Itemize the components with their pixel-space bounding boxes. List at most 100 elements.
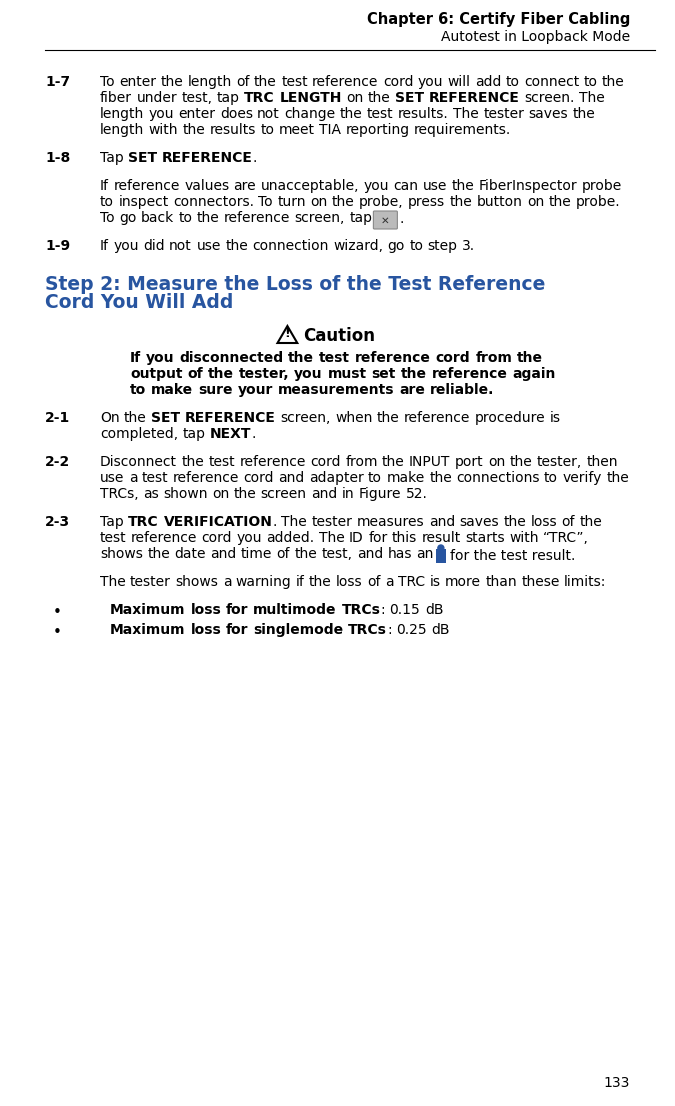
Text: reference: reference	[131, 531, 197, 545]
Text: not: not	[169, 239, 192, 253]
Text: cord: cord	[383, 75, 413, 88]
Text: The: The	[319, 531, 345, 545]
Text: to: to	[100, 195, 114, 209]
Text: SET: SET	[128, 152, 157, 165]
Text: must: must	[327, 367, 367, 380]
Text: for: for	[226, 623, 248, 637]
Text: probe: probe	[582, 179, 622, 194]
Text: of: of	[236, 75, 250, 88]
Text: TRC: TRC	[244, 91, 275, 105]
Text: make: make	[151, 383, 193, 397]
Text: the: the	[254, 75, 277, 88]
Text: in: in	[342, 487, 354, 501]
Text: the: the	[196, 211, 219, 225]
Text: the: the	[182, 455, 204, 469]
Text: from: from	[345, 455, 377, 469]
Text: again: again	[512, 367, 556, 380]
Text: enter: enter	[119, 75, 156, 88]
Text: if: if	[296, 575, 304, 589]
Text: length: length	[100, 107, 144, 121]
Text: the: the	[208, 367, 234, 380]
Text: connections: connections	[456, 471, 540, 486]
Text: is: is	[549, 411, 561, 425]
Text: 52.: 52.	[406, 487, 427, 501]
Text: turn: turn	[277, 195, 306, 209]
Text: :: :	[381, 603, 385, 617]
Text: the: the	[452, 179, 475, 194]
Text: the: the	[517, 351, 543, 365]
Text: time: time	[241, 547, 272, 561]
Text: reference: reference	[404, 411, 470, 425]
Text: and: and	[311, 487, 338, 501]
Text: reliable.: reliable.	[430, 383, 494, 397]
Text: tester,: tester,	[537, 455, 582, 469]
Text: Chapter 6: Certify Fiber Cabling: Chapter 6: Certify Fiber Cabling	[367, 12, 630, 27]
Text: test: test	[367, 107, 394, 121]
Text: .: .	[251, 427, 256, 441]
Text: and: and	[278, 471, 304, 486]
Text: you: you	[364, 179, 389, 194]
Text: length: length	[188, 75, 232, 88]
Text: dB: dB	[425, 603, 443, 617]
Text: VERIFICATION: VERIFICATION	[163, 515, 273, 529]
Text: 0.15: 0.15	[389, 603, 421, 617]
Text: REFERENCE: REFERENCE	[185, 411, 276, 425]
Text: screen: screen	[261, 487, 306, 501]
Text: test,: test,	[321, 547, 352, 561]
Text: sure: sure	[198, 383, 233, 397]
Text: change: change	[284, 107, 335, 121]
Text: To: To	[100, 211, 115, 225]
Text: tester: tester	[311, 515, 352, 529]
Text: reference: reference	[224, 211, 290, 225]
Text: the: the	[161, 75, 183, 88]
Text: reference: reference	[432, 367, 508, 380]
Text: test: test	[209, 455, 235, 469]
Text: “TRC”,: “TRC”,	[543, 531, 589, 545]
Text: wizard,: wizard,	[333, 239, 383, 253]
Text: will: will	[448, 75, 470, 88]
Text: step: step	[427, 239, 458, 253]
Text: REFERENCE: REFERENCE	[429, 91, 520, 105]
Text: the: the	[340, 107, 362, 121]
Text: probe.: probe.	[576, 195, 620, 209]
Text: tester: tester	[130, 575, 171, 589]
Text: the: the	[504, 515, 526, 529]
Text: tap: tap	[217, 91, 240, 105]
Text: LENGTH: LENGTH	[279, 91, 342, 105]
Text: FiberInspector: FiberInspector	[479, 179, 577, 194]
Text: to: to	[368, 471, 382, 486]
Text: REFERENCE: REFERENCE	[162, 152, 253, 165]
Text: are: are	[234, 179, 256, 194]
Text: the: the	[606, 471, 629, 486]
Text: completed,: completed,	[100, 427, 178, 441]
Text: and: and	[357, 547, 383, 561]
Text: a: a	[129, 471, 138, 486]
Text: meet: meet	[279, 123, 315, 137]
Text: your: your	[238, 383, 273, 397]
Text: under: under	[136, 91, 177, 105]
Text: to: to	[506, 75, 520, 88]
Text: not: not	[257, 107, 280, 121]
Text: .: .	[400, 212, 404, 226]
Text: dB: dB	[431, 623, 450, 637]
Text: The: The	[453, 107, 479, 121]
Text: the: the	[450, 195, 472, 209]
Text: Cord You Will Add: Cord You Will Add	[45, 293, 234, 312]
Text: Step 2: Measure the Loss of the Test Reference: Step 2: Measure the Loss of the Test Ref…	[45, 275, 545, 294]
Text: •: •	[53, 605, 62, 620]
Text: the: the	[288, 351, 315, 365]
Text: verify: verify	[562, 471, 602, 486]
Text: reporting: reporting	[346, 123, 410, 137]
Text: Figure: Figure	[358, 487, 401, 501]
Text: a: a	[223, 575, 232, 589]
Text: 1-7: 1-7	[45, 75, 70, 88]
Text: screen,: screen,	[280, 411, 331, 425]
Text: connection: connection	[252, 239, 329, 253]
Text: the: the	[294, 547, 317, 561]
Text: •: •	[53, 625, 62, 639]
Text: enter: enter	[178, 107, 215, 121]
Text: then: then	[587, 455, 618, 469]
Text: measures: measures	[356, 515, 425, 529]
Text: the: the	[332, 195, 354, 209]
Text: results: results	[210, 123, 256, 137]
